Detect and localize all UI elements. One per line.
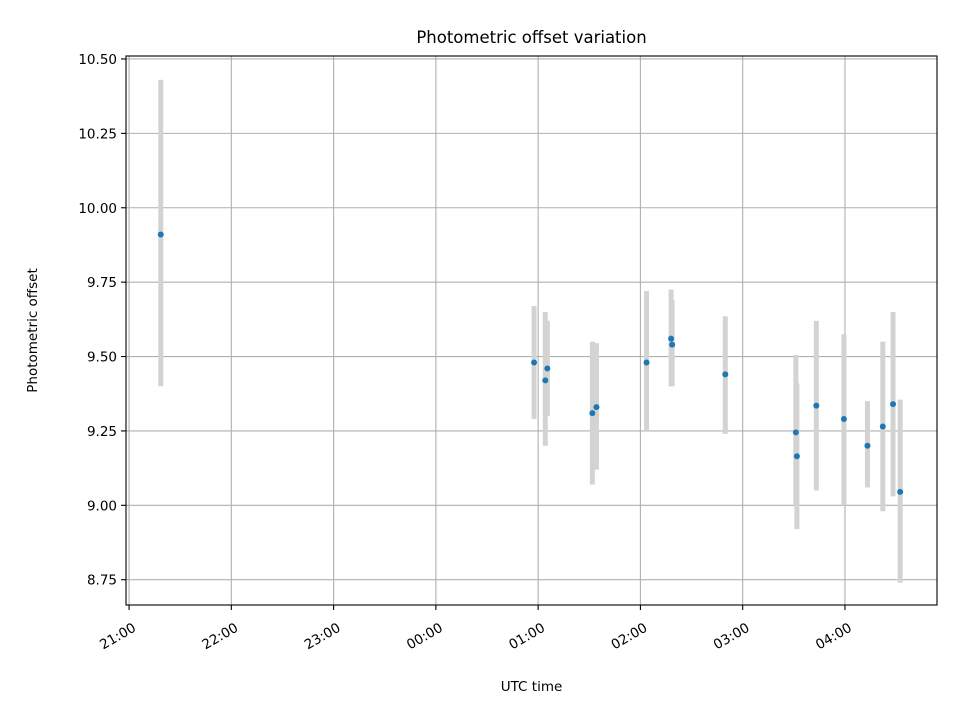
data-point [890,401,897,408]
x-tick-label: 22:00 [199,620,241,653]
chart-title: Photometric offset variation [416,28,646,47]
y-tick-label: 10.00 [78,201,117,217]
y-tick-label: 9.75 [87,275,117,291]
y-tick-label: 9.00 [87,498,117,514]
data-point [722,371,729,378]
data-point [840,416,847,423]
data-point [531,359,538,366]
data-point [542,377,549,384]
axis-ticks: 21:00 22:00 23:00 00:00 01:00 02:00 03:00 04:00… [78,52,854,653]
data-points [157,231,904,495]
x-axis-label: UTC time [501,679,563,695]
data-point [589,410,596,417]
data-point [643,359,650,366]
y-tick-label: 9.25 [87,424,117,440]
plot-frame [125,55,938,606]
data-point [864,442,871,449]
y-axis-label: Photometric offset [25,268,41,392]
y-tick-label: 10.50 [78,52,117,68]
x-tick-label: 03:00 [711,620,753,653]
x-tick-label: 23:00 [302,620,344,653]
data-point [544,365,551,372]
data-point [897,488,904,495]
x-tick-label: 04:00 [813,620,855,653]
y-tick-label: 8.75 [87,573,117,589]
data-point [593,404,600,411]
data-point [813,402,820,409]
data-point [879,423,886,430]
x-tick-label: 00:00 [404,620,446,653]
data-point [157,231,164,238]
error-bars [158,79,903,583]
data-point [669,341,676,348]
y-tick-label: 10.25 [78,126,117,142]
data-point [792,429,799,436]
data-point [793,453,800,460]
gridlines [126,56,937,605]
data-point [668,335,675,342]
y-tick-label: 9.50 [87,350,117,366]
x-tick-label: 02:00 [609,620,651,653]
x-tick-label: 01:00 [506,620,548,653]
x-tick-label: 21:00 [97,620,139,653]
